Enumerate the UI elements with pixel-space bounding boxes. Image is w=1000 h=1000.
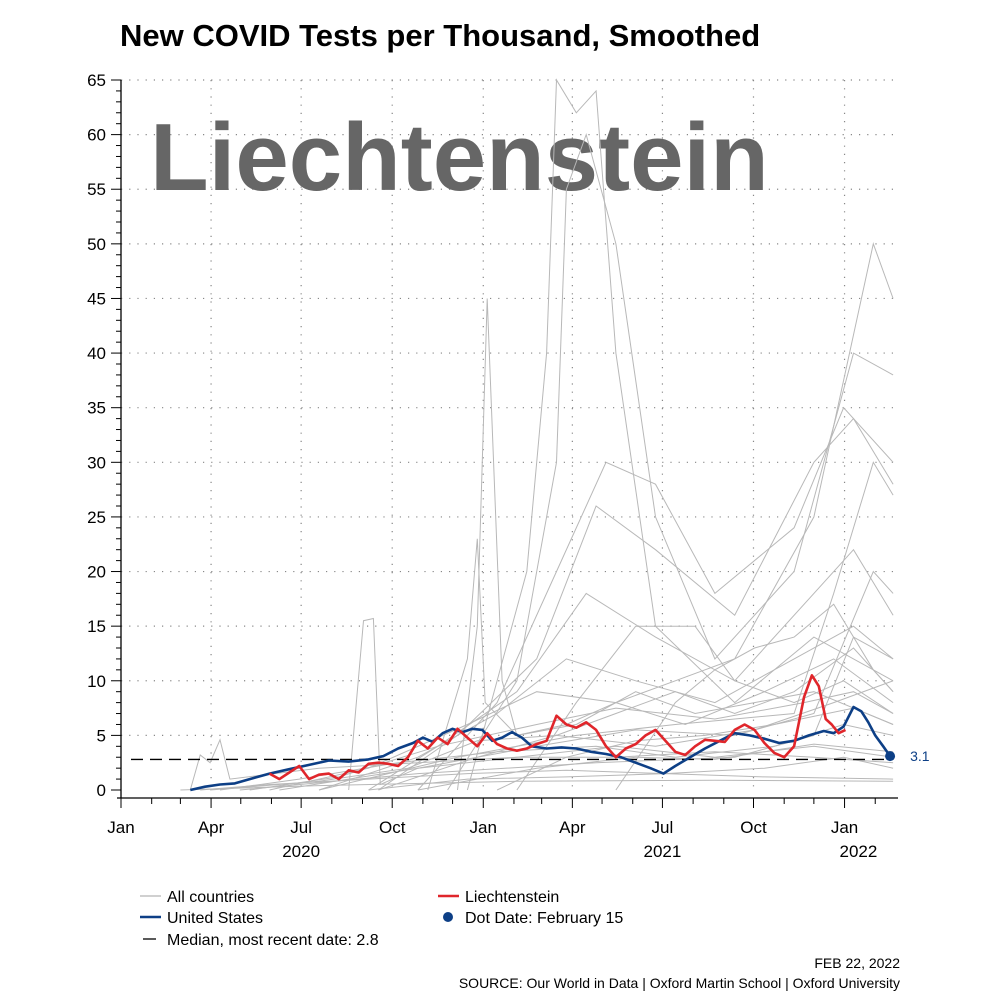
y-tick-label: 60 [87,126,106,145]
y-tick-label: 15 [87,617,106,636]
background-country-line [516,625,894,791]
legend-swatch-dot-date-february-15 [443,912,453,922]
series-line-united-states [190,705,892,792]
background-country-line [279,570,894,791]
x-tick-label: Jan [831,818,858,837]
background-country-line [466,78,894,791]
end-dot [885,751,896,762]
y-tick-label: 25 [87,508,106,527]
x-tick-label: Oct [379,818,406,837]
footer-source: SOURCE: Our World in Data | Oxford Marti… [459,975,900,991]
background-country-line [318,461,894,791]
y-tick-label: 55 [87,180,106,199]
x-tick-label: Jul [652,818,674,837]
x-tick-label: Oct [740,818,767,837]
legend-label-all-countries: All countries [167,889,254,906]
legend: All countries United States Median, most r… [140,889,623,949]
y-tick-label: 50 [87,235,106,254]
y-tick-label: 65 [87,71,106,90]
y-tick-label: 20 [87,563,106,582]
background-country-line [447,132,894,791]
watermark-country: Liechtenstein [150,104,769,211]
y-tick-label: 5 [97,726,106,745]
y-tick-label: 10 [87,672,106,691]
x-year-label: 2021 [644,842,682,861]
background-country-line [210,680,894,791]
background-country-line [368,773,894,791]
chart-title: New COVID Tests per Thousand, Smoothed [120,18,760,53]
series-line-liechtenstein [268,673,847,781]
y-tick-label: 35 [87,399,106,418]
background-country-line [368,548,894,791]
x-year-label: 2022 [839,842,877,861]
y-tick-label: 30 [87,453,106,472]
legend-label-dot-date-february-15: Dot Date: February 15 [465,910,623,927]
y-tick-label: 0 [97,781,106,800]
legend-label-united-states: United States [167,910,263,927]
footer-date: FEB 22, 2022 [814,955,900,971]
background-country-line [417,743,894,791]
background-country-line [417,406,894,791]
x-tick-label: Jan [107,818,134,837]
x-tick-label: Jan [470,818,497,837]
background-country-line [457,241,894,791]
legend-label-median-most-recent-date-2-8: Median, most recent date: 2.8 [167,932,379,949]
dot-layer: 3.1 [885,748,930,764]
background-country-line [615,603,894,791]
x-tick-label: Jul [290,818,312,837]
x-tick-label: Apr [559,818,586,837]
legend-label-liechtenstein: Liechtenstein [465,889,559,906]
end-dot-value-label: 3.1 [910,748,930,764]
y-tick-label: 45 [87,289,106,308]
background-country-line [378,647,894,791]
background-country-line [378,417,894,791]
x-year-label: 2020 [282,842,320,861]
x-tick-label: Apr [198,818,225,837]
y-tick-label: 40 [87,344,106,363]
series-layer [190,673,892,792]
axis-layer: 0 5 10 15 20 25 30 35 40 45 50 55 60 65 Jan Apr Jul Oct Ja… [87,71,898,861]
